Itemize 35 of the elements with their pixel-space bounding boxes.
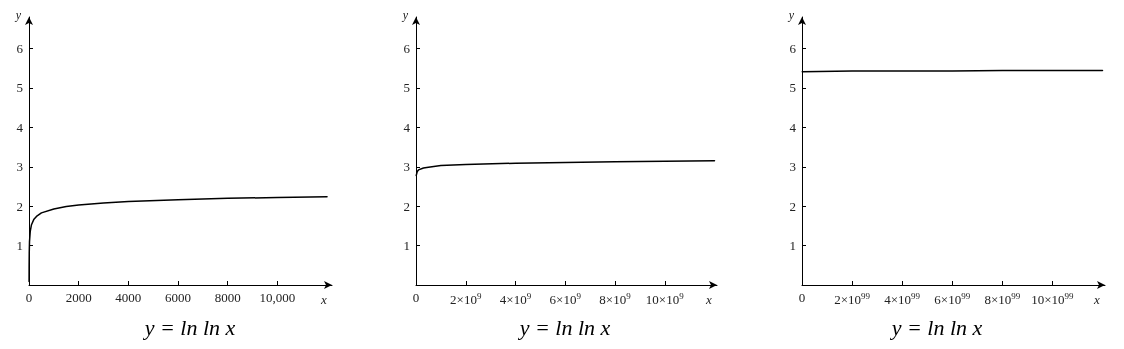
x-axis-title: x [1093, 292, 1101, 307]
y-tick-label: 6 [16, 41, 24, 57]
y-tick-label: 3 [403, 159, 410, 175]
x-tick-label: 0 [412, 290, 420, 305]
y-tick-label: 6 [789, 41, 797, 57]
y-tick-label: 2 [789, 198, 796, 214]
x-tick-label: 6000 [165, 290, 192, 305]
y-tick-label: 3 [16, 159, 23, 175]
y-tick-label: 4 [403, 119, 411, 135]
x-axis-title: x [705, 292, 713, 307]
text: y = ln ln x [142, 314, 236, 340]
text: y = ln ln x [517, 314, 611, 340]
x-tick-label: 4000 [115, 290, 142, 305]
y-axis-title: y [14, 8, 22, 22]
x-tick-label: 0 [798, 290, 806, 305]
x-tick-label: 10,000 [259, 290, 296, 305]
x-tick-label: 8000 [214, 290, 241, 305]
x-tick-label: 2000 [65, 290, 92, 305]
y-axis-title: y [787, 8, 795, 22]
y-tick-label: 5 [789, 80, 796, 96]
y-tick-label: 1 [16, 238, 23, 254]
x-tick-label: 0 [25, 290, 33, 305]
y-tick-label: 5 [16, 80, 23, 96]
y-tick-label: 1 [789, 238, 796, 254]
y-tick-label: 3 [789, 159, 796, 175]
text: y = ln ln x [889, 314, 983, 340]
y-tick-label: 4 [789, 119, 797, 135]
y-tick-label: 2 [16, 198, 23, 214]
y-tick-label: 1 [403, 238, 410, 254]
x-axis-title: x [320, 292, 328, 307]
y-tick-label: 6 [403, 41, 411, 57]
y-tick-label: 4 [16, 119, 24, 135]
y-tick-label: 2 [403, 198, 410, 214]
y-axis-title: y [401, 8, 409, 22]
y-tick-label: 5 [403, 80, 410, 96]
